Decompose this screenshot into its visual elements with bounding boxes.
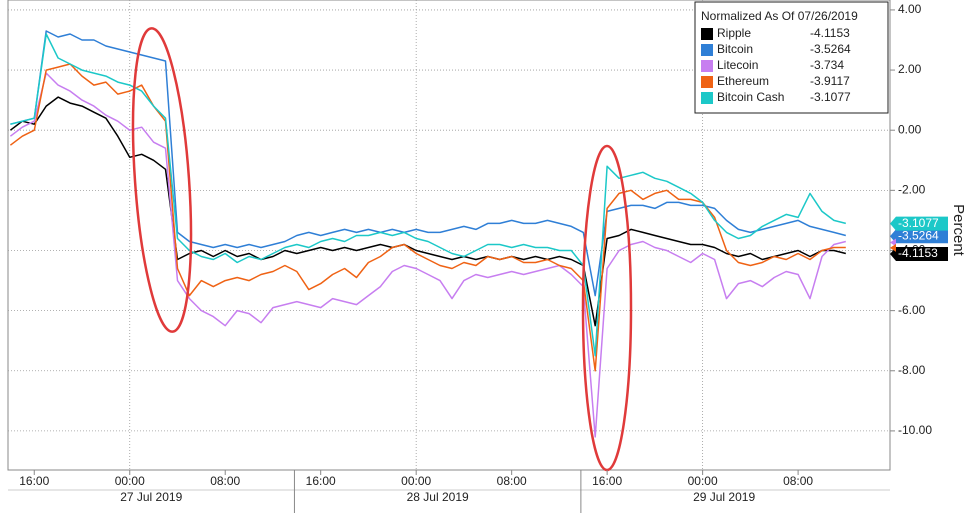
legend-value: -3.5264	[810, 42, 851, 56]
legend-title: Normalized As Of 07/26/2019	[701, 9, 858, 23]
y-tick-label: -6.00	[898, 303, 926, 317]
y-tick-label: -10.00	[898, 423, 932, 437]
legend-label: Bitcoin	[717, 42, 753, 56]
axis-tag	[890, 229, 948, 244]
axis-tag	[890, 216, 948, 231]
legend-label: Litecoin	[717, 58, 758, 72]
legend-swatch	[701, 44, 713, 56]
legend-value: -3.1077	[810, 90, 851, 104]
series-line	[9, 96, 846, 327]
axis-tag-label: -4.1153	[898, 246, 938, 260]
y-tick-label: 0.00	[898, 122, 922, 136]
date-label: 29 Jul 2019	[693, 490, 755, 504]
legend-swatch	[701, 60, 713, 72]
legend-value: -3.9117	[810, 74, 850, 88]
series-line	[9, 72, 846, 438]
legend-swatch	[701, 92, 713, 104]
legend-label: Ethereum	[717, 74, 769, 88]
y-axis-label: Percent	[950, 204, 967, 257]
legend-swatch	[701, 76, 713, 88]
x-tick-label: 16:00	[19, 474, 49, 488]
y-tick-label: 4.00	[898, 2, 922, 16]
axis-marker	[890, 243, 896, 252]
y-tick-label: -8.00	[898, 363, 926, 377]
highlight-ellipse	[131, 27, 193, 333]
axis-tag	[890, 246, 948, 261]
legend-label: Ripple	[717, 26, 751, 40]
legend: Normalized As Of 07/26/2019 Ripple -4.115…	[694, 1, 889, 114]
x-tick-label: 08:00	[497, 474, 527, 488]
series-line	[10, 33, 846, 357]
lines	[9, 30, 846, 438]
legend-value: -3.734	[810, 58, 844, 72]
x-tick-label: 00:00	[401, 474, 431, 488]
date-label: 27 Jul 2019	[120, 490, 182, 504]
axis-marker	[890, 238, 896, 247]
x-tick-label: 08:00	[210, 474, 240, 488]
legend-swatch	[701, 28, 713, 40]
y-tick-label: 2.00	[898, 62, 922, 76]
x-tick-label: 08:00	[783, 474, 813, 488]
axis-tag-label: -3.5264	[898, 228, 939, 242]
x-tick-label: 00:00	[688, 474, 718, 488]
legend-label: Bitcoin Cash	[717, 90, 784, 104]
x-tick-label: 00:00	[115, 474, 145, 488]
date-label: 28 Jul 2019	[407, 490, 469, 504]
legend-value: -4.1153	[810, 26, 850, 40]
axes: 4.002.000.00-2.00-4.00-6.00-8.00-10.0016…	[8, 2, 948, 513]
y-tick-label: -2.00	[898, 183, 926, 197]
x-tick-label: 16:00	[306, 474, 336, 488]
x-tick-label: 16:00	[592, 474, 622, 488]
legend-box	[694, 1, 889, 114]
axis-tag-label: -3.1077	[898, 216, 939, 230]
